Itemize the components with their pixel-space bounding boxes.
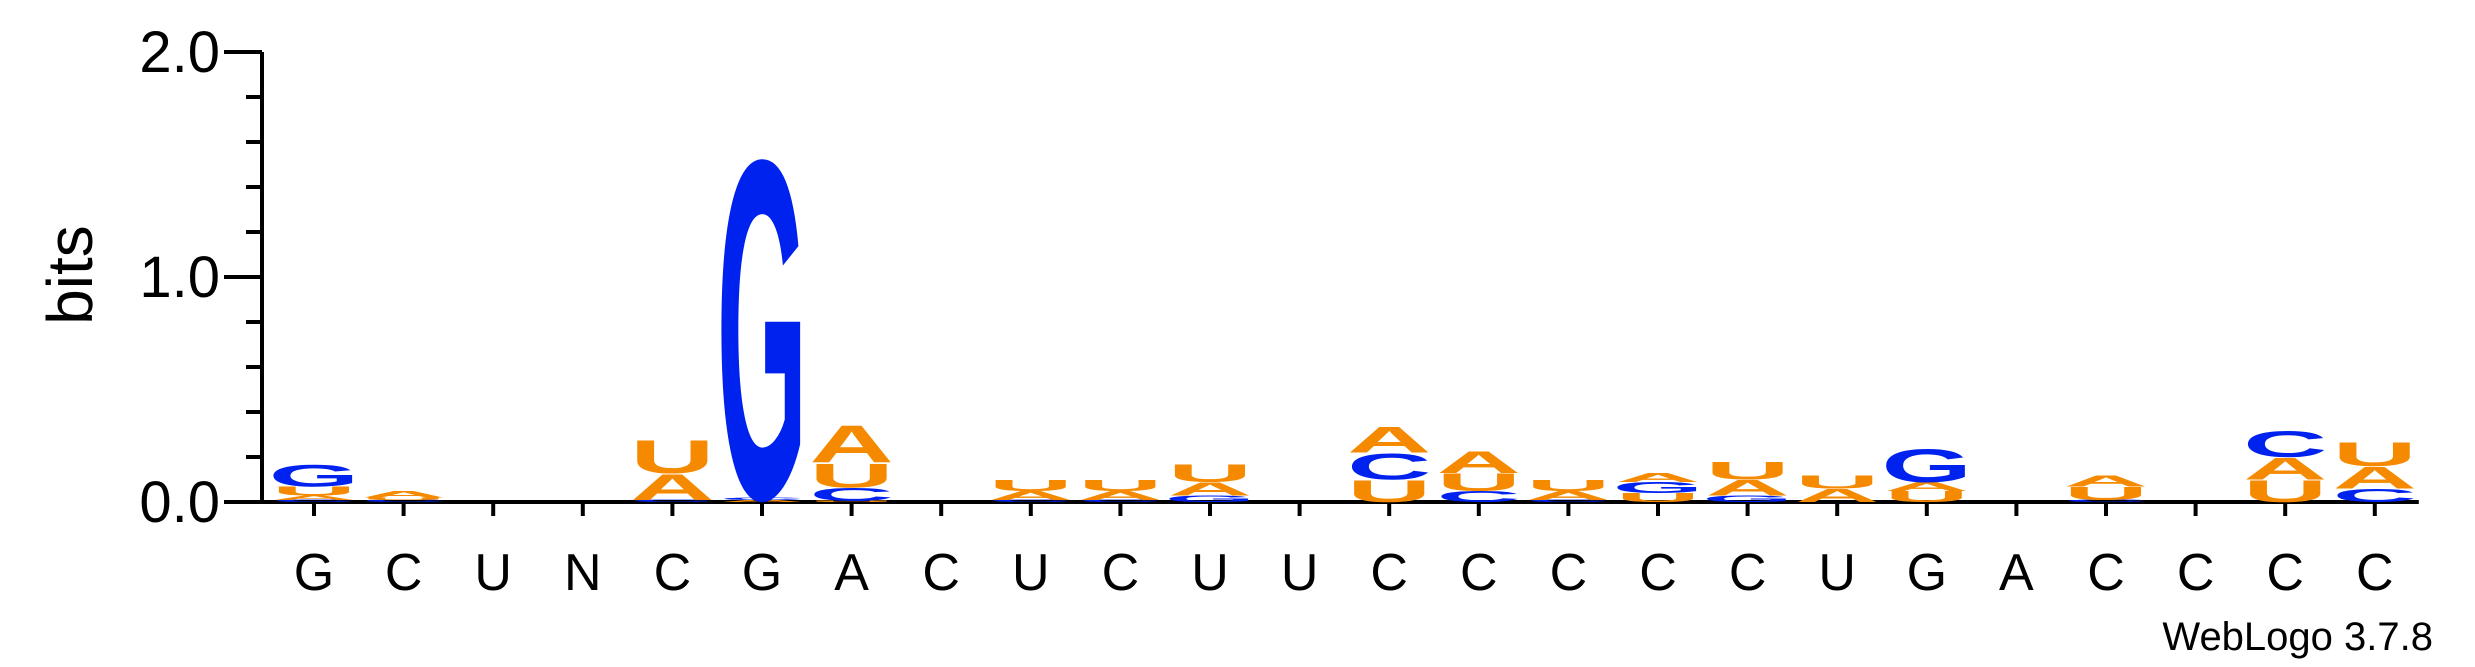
logo-glyph: A <box>2243 452 2327 487</box>
x-tick-label: C <box>1460 544 1498 602</box>
x-tick-label: C <box>2087 544 2125 602</box>
x-tick-label: A <box>834 544 869 602</box>
logo-glyph: A <box>272 494 356 501</box>
logo-glyph: U <box>1078 477 1162 494</box>
logo-glyph: C <box>630 499 714 502</box>
logo-glyph: A <box>630 466 714 508</box>
logo-glyph: A <box>1168 478 1252 499</box>
logo-glyph: G <box>1881 440 1972 492</box>
logo-glyph: U <box>2243 474 2327 509</box>
logo-glyph: U <box>2333 435 2417 473</box>
logo-glyph: U <box>809 457 893 495</box>
logo-glyph: A <box>1885 479 1969 493</box>
logo-glyph: U <box>361 497 445 500</box>
x-tick-label: C <box>2177 544 2215 602</box>
logo-glyph: C <box>1437 488 1521 505</box>
logo-glyph: G <box>269 458 360 493</box>
logo-glyph: U <box>1795 471 1879 492</box>
x-tick-label: C <box>2266 544 2304 602</box>
logo-glyph: A <box>2333 461 2417 496</box>
logo-glyph: A <box>1795 485 1879 506</box>
logo-glyph: U <box>2064 483 2148 504</box>
x-tick-label: C <box>1102 544 1140 602</box>
x-tick-label: C <box>1729 544 1767 602</box>
logo-glyph: G <box>1165 494 1256 505</box>
logo-glyph: U <box>1885 488 1969 505</box>
x-tick-label: U <box>1818 544 1856 602</box>
x-tick-label: C <box>385 544 423 602</box>
x-tick-label: U <box>1191 544 1229 602</box>
x-tick-label: C <box>1639 544 1677 602</box>
x-tick-label: U <box>1281 544 1319 602</box>
logo-glyph: U <box>1347 474 1431 509</box>
x-tick-label: A <box>1999 544 2034 602</box>
logo-glyph: U <box>630 431 714 483</box>
x-tick-label: G <box>1907 544 1947 602</box>
logo-glyph: C <box>720 497 804 500</box>
x-tick-label: G <box>294 544 334 602</box>
logo-glyph: U <box>272 484 356 498</box>
x-tick-label: C <box>922 544 960 602</box>
logo-glyph: G <box>717 59 808 601</box>
logo-glyph: C <box>1078 499 1162 502</box>
x-tick-label: C <box>1370 544 1408 602</box>
logo-glyph: C <box>272 499 356 502</box>
logo-glyph: U <box>1616 491 1700 505</box>
logo-glyph: C <box>989 499 1073 502</box>
logo-glyph: A <box>809 415 893 474</box>
y-tick-label: 0.0 <box>139 470 220 535</box>
logo-glyph: A <box>1437 445 1521 480</box>
logo-glyph: G <box>1702 494 1793 505</box>
logo-glyph: U <box>809 501 893 503</box>
x-tick-label: C <box>2356 544 2394 602</box>
y-tick-label: 1.0 <box>139 245 220 310</box>
logo-glyph: G <box>1613 479 1704 496</box>
x-tick-label: U <box>1012 544 1050 602</box>
logo-glyph: C <box>1347 446 1431 488</box>
logo-glyph: U <box>989 477 1073 494</box>
weblogo-credit: WebLogo 3.7.8 <box>2162 615 2433 659</box>
logo-glyph: U <box>1526 477 1610 494</box>
logo-glyph: C <box>361 499 445 502</box>
x-tick-label: G <box>742 544 782 602</box>
y-axis-label: bits <box>34 225 106 325</box>
x-tick-label: C <box>1550 544 1588 602</box>
logo-glyph: U <box>1705 457 1789 485</box>
logo-glyph: C <box>809 484 893 505</box>
logo-glyph: C <box>2064 499 2148 502</box>
logo-glyph: U <box>1168 459 1252 487</box>
logo-glyph: A <box>1526 488 1610 502</box>
logo-glyph: A <box>1705 475 1789 499</box>
logo-glyph: C <box>1526 499 1610 502</box>
logo-glyph: A <box>1347 419 1431 461</box>
logo-glyph: A <box>361 489 445 500</box>
y-tick-label: 2.0 <box>139 20 220 85</box>
x-tick-label: U <box>474 544 512 602</box>
logo-glyph: A <box>720 499 804 502</box>
logo-glyph: A <box>989 488 1073 502</box>
logo-glyph: A <box>1078 488 1162 502</box>
x-tick-label: N <box>564 544 602 602</box>
logo-glyph: U <box>1437 468 1521 496</box>
axes: 0.0 1.0 2.0 <box>139 20 2419 535</box>
logo-glyph: A <box>1616 470 1700 484</box>
logo-glyph: A <box>2064 472 2148 489</box>
logo-glyph: C <box>2243 424 2327 466</box>
logo-glyph: C <box>2333 485 2417 506</box>
x-tick-label: C <box>654 544 692 602</box>
